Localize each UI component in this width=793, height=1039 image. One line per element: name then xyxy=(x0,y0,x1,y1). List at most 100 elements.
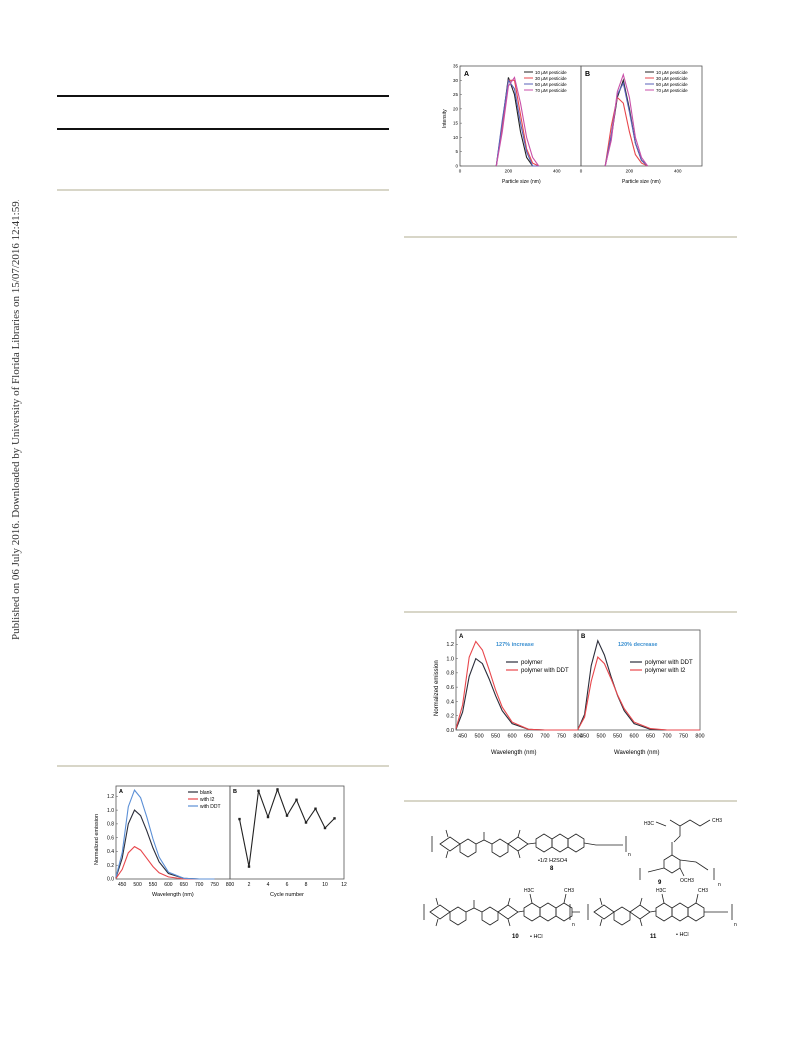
structure-9-n: n xyxy=(718,882,721,888)
structure-10-ring-2 xyxy=(481,906,499,926)
structure-10-imide-left xyxy=(429,897,451,927)
series-line-3 xyxy=(495,78,539,167)
x-tick-label: 12 xyxy=(341,882,347,888)
legend-b-1: 10 µM pesticide xyxy=(656,70,688,75)
x-axis-label-b: Cycle number xyxy=(270,892,304,898)
structure-10-n: n xyxy=(572,922,575,928)
data-point xyxy=(276,788,279,791)
structure-11-hcl: • HCl xyxy=(676,932,689,938)
legend-b-4: 70 µM pesticide xyxy=(656,88,688,93)
y-tick-label: 0.6 xyxy=(107,835,114,841)
y-tick-label: 20 xyxy=(453,106,459,111)
x-tick-label: 550 xyxy=(613,734,622,740)
structure-10-ch3: CH3 xyxy=(564,888,574,894)
y-tick-label: 30 xyxy=(453,78,459,83)
structure-11-h3c: H3C xyxy=(656,888,666,894)
emission-cycle-figure: A B Normalized emission Wavelength (nm) … xyxy=(94,785,347,898)
structure-8-bracket xyxy=(431,836,627,852)
x-tick-label: 6 xyxy=(286,882,289,888)
structure-9-sidechain xyxy=(655,819,711,843)
structure-11-acridine-2 xyxy=(671,902,689,922)
panel-b-frame xyxy=(229,785,345,880)
structure-10-ring-1 xyxy=(449,906,467,926)
series-line-1 xyxy=(238,787,335,867)
structure-8-ring-2 xyxy=(491,838,509,858)
legend-a-3: with DDT xyxy=(200,804,221,810)
x-tick-label: 0 xyxy=(459,169,462,174)
y-tick-label: 0.6 xyxy=(446,685,454,691)
x-axis-label-b: Wavelength (nm) xyxy=(614,750,659,756)
x-tick-label: 750 xyxy=(557,734,566,740)
x-tick-label: 550 xyxy=(149,882,158,888)
legend-a-4: 70 µM pesticide xyxy=(535,88,567,93)
panel-b-frame xyxy=(577,629,701,731)
x-tick-label: 650 xyxy=(524,734,533,740)
panel-a-letter: A xyxy=(459,634,464,640)
y-tick-label: 25 xyxy=(453,92,459,97)
y-tick-label: 0 xyxy=(455,164,458,169)
legend-b-2: 30 µM pesticide xyxy=(656,76,688,81)
series-line-1 xyxy=(577,639,700,731)
legend-a-1: blank xyxy=(200,790,212,796)
citation-text: Published on 06 July 2016. Downloaded by… xyxy=(10,200,22,640)
x-axis-label-b: Particle size (nm) xyxy=(622,179,661,185)
series-line-2 xyxy=(115,845,215,880)
data-point xyxy=(257,789,260,793)
structure-11-n: n xyxy=(734,922,737,928)
data-point xyxy=(314,807,317,810)
x-tick-label: 600 xyxy=(629,734,638,740)
x-tick-label: 8 xyxy=(305,882,308,888)
panel-a-letter: A xyxy=(464,71,469,78)
structure-10-acridine-1 xyxy=(523,902,541,922)
x-tick-label: 650 xyxy=(646,734,655,740)
y-tick-label: 0.8 xyxy=(107,822,114,828)
x-tick-label: 200 xyxy=(626,169,634,174)
y-tick-label: 1.0 xyxy=(107,808,114,814)
data-point xyxy=(304,821,308,824)
structure-10-hcl: • HCl xyxy=(530,934,543,940)
x-tick-label: 4 xyxy=(267,882,270,888)
legend-a-2: polymer with DDT xyxy=(521,668,569,674)
y-axis-label: Normalized emission xyxy=(94,814,100,865)
legend-a-2: with I2 xyxy=(200,797,215,803)
chemical-structures-figure: 8 •1/2 H2SO4 n 9 CH3 H3C OCH3 n 10 • HCl… xyxy=(423,818,737,940)
panel-b-frame xyxy=(580,65,703,167)
data-point xyxy=(285,814,289,817)
panel-b-letter: B xyxy=(585,71,590,78)
x-tick-label: 800 xyxy=(226,882,235,888)
section-divider xyxy=(404,236,737,238)
data-point xyxy=(295,798,298,801)
x-tick-label: 550 xyxy=(491,734,500,740)
x-tick-label: 0 xyxy=(580,169,583,174)
y-axis-label: Intensity xyxy=(442,109,448,128)
structure-11-imide-left xyxy=(593,897,615,927)
data-point xyxy=(238,817,241,821)
y-tick-label: 0.2 xyxy=(446,714,454,720)
y-tick-label: 15 xyxy=(453,121,459,126)
annotation-decrease: 120% decrease xyxy=(618,642,657,648)
y-tick-label: 0.8 xyxy=(446,671,454,677)
data-point xyxy=(323,826,327,830)
structure-8-ring-1 xyxy=(459,838,477,858)
structure-11-label: 11 xyxy=(650,934,657,940)
table-bottom-rule xyxy=(57,128,389,130)
series-line-2 xyxy=(495,79,539,167)
series-line-3 xyxy=(115,789,215,880)
y-axis-label: Normalized emission xyxy=(434,660,440,716)
legend-b-3: 50 µM pesticide xyxy=(656,82,688,87)
structure-11-ring-1 xyxy=(613,906,631,926)
y-tick-label: 0.4 xyxy=(446,699,454,705)
data-point xyxy=(266,815,270,819)
structure-11-ch3: CH3 xyxy=(698,888,708,894)
structure-8-imide-right xyxy=(507,829,529,859)
x-tick-label: 600 xyxy=(507,734,516,740)
x-tick-label: 700 xyxy=(195,882,204,888)
y-tick-label: 10 xyxy=(453,135,459,140)
panel-b-letter: B xyxy=(233,789,237,795)
structure-8-acridine-2 xyxy=(551,833,569,853)
series-line-2 xyxy=(604,96,648,167)
series-line-2 xyxy=(577,656,700,731)
legend-b-2: polymer with I2 xyxy=(645,668,686,674)
series-line-4 xyxy=(604,72,649,167)
structure-9-ring xyxy=(663,854,681,874)
